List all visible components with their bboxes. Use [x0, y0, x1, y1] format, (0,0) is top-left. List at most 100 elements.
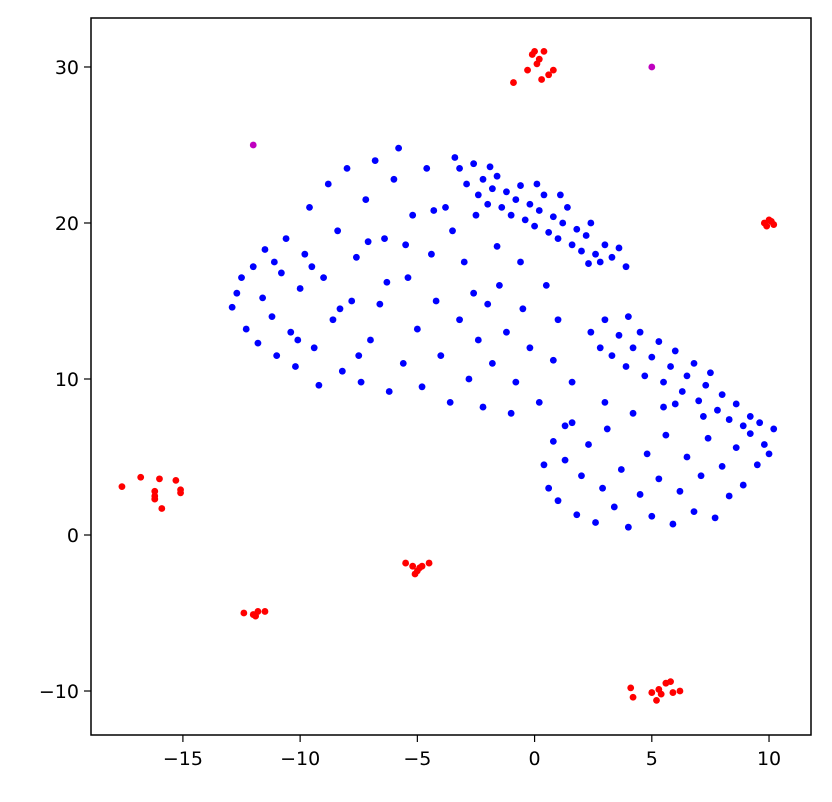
point [249, 263, 257, 271]
point [540, 47, 548, 55]
point [442, 203, 449, 211]
point [564, 203, 571, 211]
point [627, 684, 635, 692]
point [702, 381, 710, 389]
point [456, 316, 463, 324]
x-tick-label: −10 [280, 748, 320, 770]
point [667, 678, 674, 686]
point [282, 235, 290, 242]
point [320, 274, 327, 281]
point [472, 211, 480, 219]
point [549, 437, 557, 445]
point [177, 489, 184, 497]
point [292, 363, 299, 370]
point [568, 419, 576, 427]
point [137, 473, 145, 481]
point [474, 336, 482, 344]
point [352, 253, 360, 261]
point [357, 378, 365, 386]
point [561, 422, 569, 430]
point [249, 141, 257, 149]
point [568, 241, 576, 249]
point [596, 344, 604, 352]
point [540, 461, 548, 469]
point [648, 353, 656, 361]
point [556, 191, 564, 199]
point [636, 491, 644, 498]
point [753, 461, 761, 469]
point [254, 339, 262, 347]
point [714, 406, 721, 414]
point [428, 250, 435, 258]
point [699, 413, 707, 420]
point [585, 441, 592, 448]
point [636, 328, 644, 336]
point [643, 450, 651, 458]
point [592, 519, 599, 526]
point [228, 303, 236, 311]
point [470, 289, 478, 297]
plot-frame [90, 17, 812, 736]
point [655, 338, 663, 345]
point [671, 347, 679, 355]
point [662, 431, 670, 439]
point [488, 185, 496, 193]
point [446, 398, 454, 406]
point [463, 180, 470, 188]
point [334, 227, 342, 235]
point [707, 369, 714, 377]
point [587, 219, 595, 227]
point [521, 216, 529, 224]
point [376, 300, 384, 308]
point [493, 172, 501, 180]
point [484, 200, 492, 208]
point [624, 523, 632, 531]
point [585, 260, 592, 267]
point [456, 164, 463, 172]
point [287, 328, 295, 336]
x-tick-label: 5 [646, 748, 658, 770]
point [151, 492, 159, 500]
point [554, 235, 562, 242]
point [261, 246, 269, 253]
point [498, 203, 506, 211]
point [622, 263, 630, 271]
point [671, 400, 679, 408]
point [493, 242, 501, 250]
point [233, 289, 241, 297]
point [402, 559, 410, 567]
point [561, 456, 569, 464]
point [629, 344, 637, 352]
point [531, 222, 538, 230]
x-tick-label: −5 [403, 748, 431, 770]
point [507, 409, 515, 417]
point [310, 344, 318, 352]
point [329, 316, 337, 324]
point [240, 609, 248, 617]
point [437, 352, 445, 359]
x-tick-label: 10 [757, 748, 781, 770]
point [704, 434, 712, 442]
point [608, 352, 616, 359]
point [390, 175, 398, 183]
point [156, 475, 163, 483]
point [683, 453, 691, 461]
point [599, 484, 606, 492]
point [301, 250, 309, 258]
point [648, 512, 656, 520]
point [367, 336, 374, 344]
point [690, 508, 698, 516]
point [718, 391, 726, 398]
point [296, 285, 304, 292]
point [767, 218, 775, 225]
point [732, 400, 740, 408]
point [655, 475, 663, 483]
point [488, 359, 496, 367]
y-tick-label: 20 [55, 213, 79, 235]
point [592, 250, 599, 258]
point [425, 559, 433, 567]
point [496, 281, 503, 289]
point [474, 191, 482, 199]
point [449, 227, 456, 235]
